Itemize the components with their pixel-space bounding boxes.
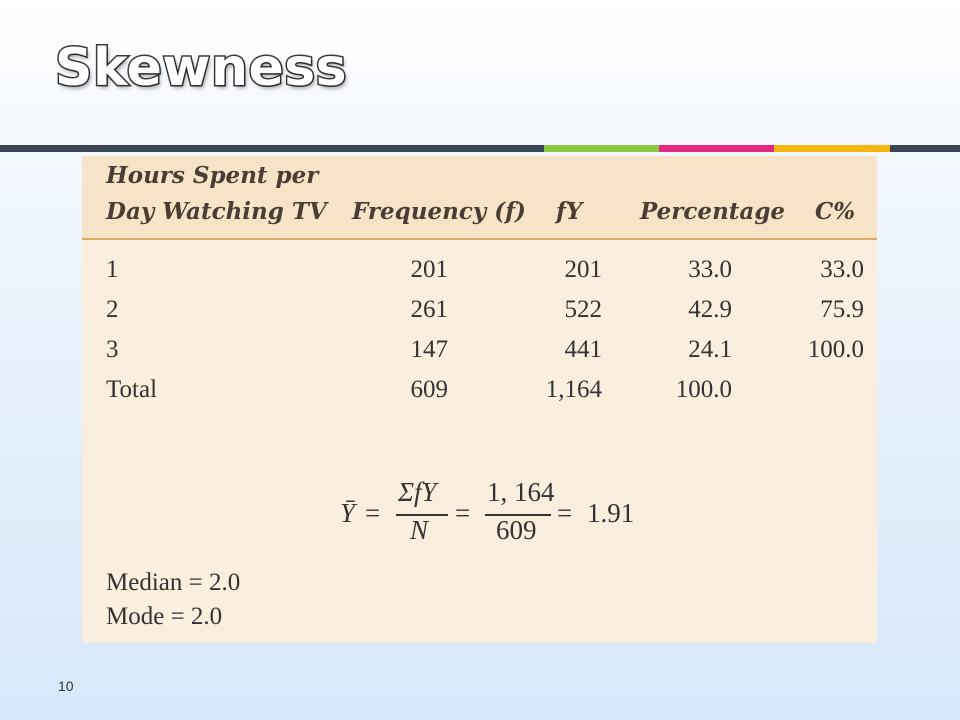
fraction-bar	[485, 514, 551, 516]
mean-formula: Ȳ = ΣfY N = 1, 164 609 = 1.91	[340, 477, 660, 551]
cell-frequency: 147	[410, 336, 449, 363]
accent-bar-segment	[890, 145, 960, 152]
slide-title: Skewness	[53, 37, 348, 100]
formula-numerator-sum: ΣfY	[398, 477, 437, 507]
cell-cpct: 33.0	[820, 256, 864, 283]
cell-cpct: 75.9	[820, 296, 864, 323]
accent-bar-segment	[544, 145, 659, 152]
fraction-bar	[396, 514, 448, 516]
median-text: Median = 2.0	[106, 569, 241, 596]
page-number: 10	[58, 678, 74, 694]
table-header: Hours Spent per Day Watching TV Frequenc…	[82, 156, 877, 240]
cell-percentage: 42.9	[688, 296, 732, 323]
cell-frequency: 609	[410, 376, 449, 403]
formula-equals: =	[455, 498, 471, 528]
header-fy: fY	[556, 198, 583, 225]
cell-hours: Total	[106, 376, 158, 403]
cell-percentage: 100.0	[675, 376, 732, 403]
cell-frequency: 261	[410, 296, 449, 323]
header-hours-line1: Hours Spent per	[106, 162, 319, 189]
cell-fy: 441	[564, 336, 603, 363]
formula-equals: =	[557, 498, 573, 528]
header-frequency: Frequency (f)	[352, 198, 526, 225]
formula-mean-symbol: Ȳ	[340, 498, 356, 528]
header-hours-line2: Day Watching TV	[106, 198, 327, 225]
cell-frequency: 201	[410, 256, 449, 283]
cell-hours: 1	[106, 256, 119, 283]
cell-fy: 522	[564, 296, 603, 323]
accent-bar-segment	[0, 145, 544, 152]
formula-equals: =	[365, 498, 381, 528]
header-cpct: C%	[815, 198, 856, 225]
frequency-table-panel: Hours Spent per Day Watching TV Frequenc…	[82, 156, 877, 643]
formula-numerator-value: 1, 164	[487, 477, 555, 507]
cell-cpct: 100.0	[807, 336, 864, 363]
accent-bar-segment	[659, 145, 774, 152]
cell-percentage: 24.1	[688, 336, 732, 363]
cell-hours: 3	[106, 336, 119, 363]
formula-result: 1.91	[587, 498, 635, 528]
accent-bar	[0, 145, 960, 152]
accent-bar-segment	[774, 145, 890, 152]
mode-text: Mode = 2.0	[106, 603, 223, 630]
cell-fy: 1,164	[545, 376, 602, 403]
formula-denominator-value: 609	[496, 515, 537, 545]
cell-hours: 2	[106, 296, 119, 323]
cell-percentage: 33.0	[688, 256, 732, 283]
header-percentage: Percentage	[640, 198, 786, 225]
cell-fy: 201	[564, 256, 603, 283]
formula-denominator-n: N	[410, 515, 429, 545]
